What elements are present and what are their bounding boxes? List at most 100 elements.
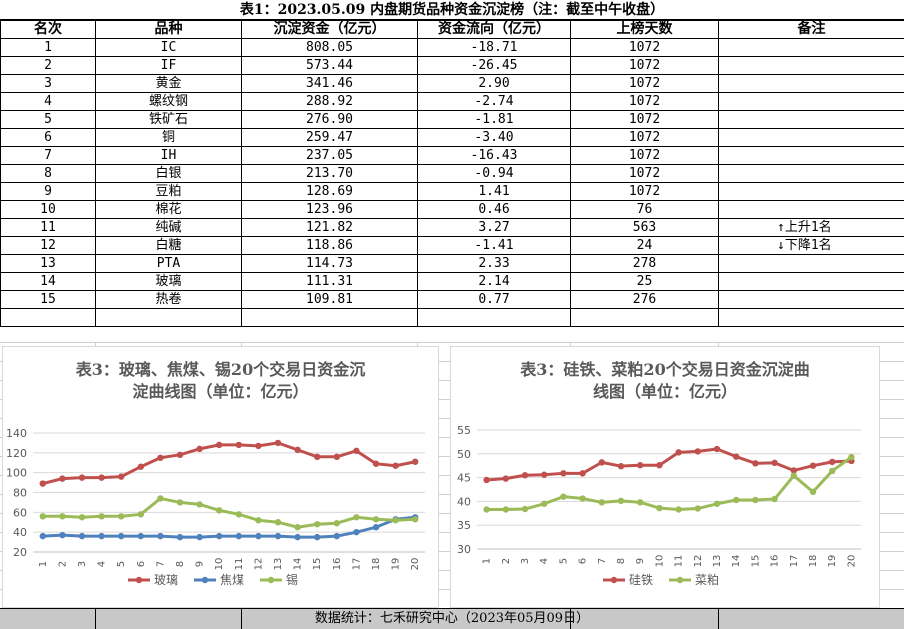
days-cell: 1072 [570, 146, 719, 165]
data-point [176, 533, 184, 541]
legend-marker [267, 576, 275, 584]
days-cell: 1072 [570, 128, 719, 147]
days-cell: 76 [570, 200, 719, 219]
data-point [675, 506, 682, 513]
data-point [118, 513, 125, 520]
y-tick-label: 50 [457, 448, 471, 461]
data-point [502, 506, 509, 513]
data-point [157, 532, 164, 540]
data-point [176, 499, 184, 506]
rank-cell: 6 [0, 128, 96, 147]
legend-label: 硅铁 [629, 573, 653, 587]
data-point [98, 532, 105, 540]
rank-cell: 7 [0, 146, 96, 165]
x-tick-label: 2 [501, 558, 512, 564]
y-tick-label: 40 [13, 526, 27, 539]
x-tick-label: 2 [57, 561, 68, 567]
capital-cell: 111.31 [241, 272, 418, 291]
flow-cell: 2.90 [417, 74, 571, 93]
x-tick-label: 16 [332, 558, 343, 571]
flow-cell: -16.43 [417, 146, 571, 165]
data-point [483, 476, 490, 484]
ranking-table: 名次 品种 沉淀资金（亿元） 资金流向（亿元） 上榜天数 备注 1 IC 808.0… [0, 20, 904, 327]
variety-cell: 黄金 [95, 74, 242, 93]
rank-cell: 14 [0, 272, 96, 291]
data-point [98, 474, 105, 481]
rank-cell: 2 [0, 56, 96, 75]
flow-cell: 1.41 [417, 182, 571, 201]
days-cell: 1072 [570, 56, 719, 75]
table-row: 6 铜 259.47 -3.40 1072 [0, 128, 904, 147]
variety-cell: 铜 [95, 128, 242, 147]
data-point [314, 453, 321, 460]
x-tick-label: 10 [214, 558, 225, 571]
table-row: 4 螺纹钢 288.92 -2.74 1072 [0, 92, 904, 111]
data-point [137, 511, 144, 518]
rank-cell: 4 [0, 92, 96, 111]
note-cell [718, 146, 904, 165]
chart-right-title: 表3：硅铁、菜粕20个交易日资金沉淀曲 线图（单位：亿元） [451, 359, 879, 403]
legend-label: 菜粕 [695, 572, 719, 587]
table-title: 表1：2023.05.09 内盘期货品种资金沉淀榜（注：截至中午收盘） [0, 0, 904, 20]
y-tick-label: 45 [457, 472, 471, 485]
y-tick-label: 20 [13, 546, 27, 559]
y-tick-label: 30 [457, 543, 471, 556]
x-tick-label: 18 [371, 558, 382, 571]
capital-cell: 121.82 [241, 218, 418, 237]
data-point [412, 516, 419, 523]
legend-label: 焦煤 [220, 573, 244, 587]
note-cell [718, 290, 904, 309]
flow-cell: 0.77 [417, 290, 571, 309]
capital-cell: 118.86 [241, 236, 418, 255]
header-flow: 资金流向（亿元） [417, 20, 571, 39]
header-capital: 沉淀资金（亿元） [241, 20, 418, 39]
rank-cell: 5 [0, 110, 96, 129]
data-point [713, 445, 721, 453]
data-point [372, 460, 380, 467]
flow-cell: -1.81 [417, 110, 571, 129]
x-tick-label: 7 [597, 558, 608, 564]
y-tick-label: 120 [6, 447, 27, 460]
capital-cell: 114.73 [241, 254, 418, 273]
x-tick-label: 20 [410, 558, 421, 571]
table-row: 14 玻璃 111.31 2.14 25 [0, 272, 904, 291]
x-tick-label: 13 [712, 555, 723, 568]
data-point [541, 500, 548, 507]
data-point [617, 497, 625, 505]
x-tick-label: 14 [731, 555, 742, 568]
x-tick-label: 10 [654, 555, 665, 568]
variety-cell: 玻璃 [95, 272, 242, 291]
data-point [333, 532, 340, 540]
days-cell: 278 [570, 254, 719, 273]
chart-panel-right: 表3：硅铁、菜粕20个交易日资金沉淀曲 线图（单位：亿元） 30 35 40 45 50… [450, 346, 880, 608]
data-point [333, 520, 340, 527]
data-point [752, 460, 759, 467]
flow-cell: -3.40 [417, 128, 571, 147]
series-line-锡 [42, 496, 416, 529]
data-point [78, 474, 86, 481]
flow-cell: -2.74 [417, 92, 571, 111]
x-tick-label: 4 [97, 561, 108, 567]
data-point [617, 462, 625, 470]
legend-marker [610, 576, 618, 584]
data-point [733, 496, 740, 504]
data-point [694, 505, 701, 512]
data-point [333, 453, 340, 460]
table-row: 2 IF 573.44 -26.45 1072 [0, 56, 904, 75]
variety-cell: 豆粕 [95, 182, 242, 201]
data-point [771, 459, 778, 467]
rank-cell: 10 [0, 200, 96, 219]
days-cell: 1072 [570, 92, 719, 111]
note-cell [718, 272, 904, 291]
data-point [235, 532, 242, 540]
data-point [59, 513, 66, 520]
x-tick-label: 5 [116, 561, 127, 567]
y-tick-label: 80 [13, 487, 27, 500]
capital-cell: 123.96 [241, 200, 418, 219]
rank-cell [0, 308, 96, 327]
data-point [235, 511, 242, 518]
data-point [392, 517, 399, 524]
note-cell [718, 164, 904, 183]
data-point [78, 514, 86, 521]
flow-cell: -1.41 [417, 236, 571, 255]
